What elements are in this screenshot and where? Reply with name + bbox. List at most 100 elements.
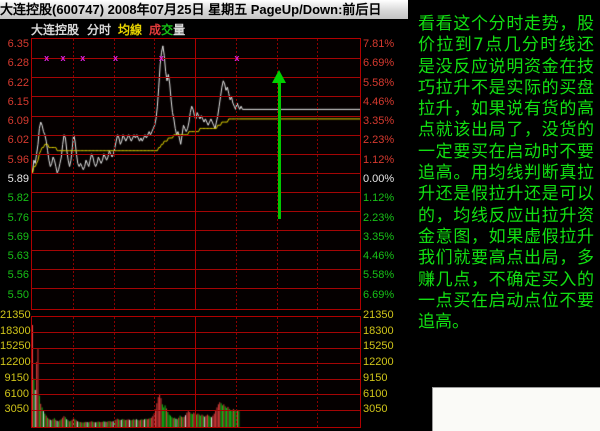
axis-label-left: 6.09 xyxy=(7,115,29,127)
grid-line-horizontal xyxy=(32,394,360,395)
grid-line-vertical xyxy=(195,317,196,427)
axis-label-right: 1.12% xyxy=(363,154,395,166)
axis-label-left: 6100 xyxy=(4,388,29,400)
axis-label-right: 12200 xyxy=(363,356,394,368)
axis-label-right: 1.12% xyxy=(363,192,395,204)
commentary-text: 看看这个分时走势，股价拉到7点几分时线还是没反应说明资金在技巧拉升不是实际的买盘… xyxy=(418,14,594,333)
price-chart-panel[interactable] xyxy=(31,38,361,310)
legend-stock-name: 大连控股 xyxy=(31,23,80,37)
grid-line-horizontal xyxy=(32,379,360,380)
grid-line-vertical xyxy=(236,39,237,309)
axis-label-left: 5.50 xyxy=(7,289,29,301)
axis-label-left: 15250 xyxy=(0,340,31,352)
grid-line-horizontal xyxy=(32,116,360,117)
axis-label-left: 5.89 xyxy=(7,173,29,185)
axis-label-right: 18300 xyxy=(363,325,394,337)
grid-line-vertical xyxy=(317,39,318,309)
grid-line-horizontal xyxy=(32,250,360,251)
grid-line-vertical xyxy=(73,317,74,427)
legend-volume-2[interactable]: 交 xyxy=(161,23,174,37)
axis-label-left: 9150 xyxy=(4,372,29,384)
grid-line-horizontal xyxy=(32,269,360,270)
axis-label-right: 4.46% xyxy=(363,96,395,108)
magenta-x-marker: x xyxy=(80,53,86,64)
axis-label-left: 5.56 xyxy=(7,269,29,281)
grid-line-vertical xyxy=(236,317,237,427)
axis-label-right: 5.58% xyxy=(363,77,395,89)
axis-label-right: 15250 xyxy=(363,340,394,352)
grid-line-vertical xyxy=(114,317,115,427)
magenta-x-marker: x xyxy=(113,53,119,64)
axis-label-right: 6.69% xyxy=(363,289,395,301)
grid-line-vertical xyxy=(277,317,278,427)
grid-line-horizontal xyxy=(32,332,360,333)
window-title: 大连控股(600747) 2008年07月25日 星期五 PageUp/Down… xyxy=(0,2,382,17)
volume-bar-canvas xyxy=(32,317,360,427)
grid-line-vertical xyxy=(317,317,318,427)
commentary-panel: 看看这个分时走势，股价拉到7点几分时线还是没反应说明资金在技巧拉升不是实际的买盘… xyxy=(408,0,600,430)
axis-label-right: 4.46% xyxy=(363,250,395,262)
grid-line-vertical xyxy=(154,317,155,427)
price-line-canvas xyxy=(32,39,360,309)
axis-label-left: 6.15 xyxy=(7,96,29,108)
chart-area: 大连控股 分时 均線 成交量 6.35 7.81% 6.28 6.69% 6.22 5.58% 6… xyxy=(0,19,408,430)
axis-label-left: 6.22 xyxy=(7,77,29,89)
axis-label-right: 3050 xyxy=(363,403,388,415)
axis-label-right: 21350 xyxy=(363,309,394,321)
up-arrow-stem xyxy=(277,82,281,219)
grid-line-vertical xyxy=(73,39,74,309)
axis-label-right: 5.58% xyxy=(363,269,395,281)
grid-line-horizontal xyxy=(32,77,360,78)
legend-mode[interactable]: 分时 xyxy=(87,23,112,37)
magenta-x-marker: x xyxy=(44,53,50,64)
axis-label-left: 5.82 xyxy=(7,192,29,204)
axis-label-right: 2.23% xyxy=(363,212,395,224)
magenta-x-marker: x xyxy=(234,53,240,64)
axis-label-left: 5.96 xyxy=(7,154,29,166)
grid-line-horizontal xyxy=(32,173,360,174)
grid-line-horizontal xyxy=(32,96,360,97)
axis-label-left: 6.28 xyxy=(7,57,29,69)
grid-line-horizontal xyxy=(32,348,360,349)
up-arrow-head xyxy=(271,70,286,84)
axis-label-left: 21350 xyxy=(0,309,31,321)
axis-label-left: 12200 xyxy=(0,356,31,368)
grid-line-vertical xyxy=(195,39,196,309)
axis-label-left: 18300 xyxy=(0,325,31,337)
grid-line-horizontal xyxy=(32,58,360,59)
legend-ma[interactable]: 均線 xyxy=(118,23,143,37)
grid-line-vertical xyxy=(277,39,278,309)
axis-label-right: 6100 xyxy=(363,388,388,400)
grid-line-horizontal xyxy=(32,288,360,289)
blank-input-box[interactable] xyxy=(432,387,600,431)
axis-label-left: 6.02 xyxy=(7,134,29,146)
volume-chart-panel[interactable] xyxy=(31,316,361,428)
grid-line-horizontal xyxy=(32,135,360,136)
chart-legend-bar: 大连控股 分时 均線 成交量 xyxy=(0,21,408,37)
axis-label-left: 5.69 xyxy=(7,231,29,243)
magenta-x-marker: x xyxy=(60,53,66,64)
grid-line-horizontal xyxy=(32,410,360,411)
axis-label-right: 9150 xyxy=(363,372,388,384)
grid-line-horizontal xyxy=(32,363,360,364)
axis-label-left: 3050 xyxy=(4,403,29,415)
grid-line-vertical xyxy=(154,39,155,309)
axis-label-left: 6.35 xyxy=(7,38,29,50)
axis-label-left: 5.63 xyxy=(7,250,29,262)
grid-line-horizontal xyxy=(32,230,360,231)
axis-label-right: 0.00% xyxy=(363,173,395,185)
axis-label-right: 6.69% xyxy=(363,57,395,69)
axis-label-right: 3.35% xyxy=(363,115,395,127)
axis-label-right: 3.35% xyxy=(363,231,395,243)
axis-label-right: 2.23% xyxy=(363,134,395,146)
legend-volume-3[interactable]: 量 xyxy=(173,23,186,37)
window-title-bar: 大连控股(600747) 2008年07月25日 星期五 PageUp/Down… xyxy=(0,0,408,20)
grid-line-horizontal xyxy=(32,192,360,193)
legend-volume-1[interactable]: 成 xyxy=(149,23,162,37)
axis-label-right: 7.81% xyxy=(363,38,395,50)
grid-line-horizontal xyxy=(32,211,360,212)
grid-line-horizontal xyxy=(32,154,360,155)
magenta-x-marker: x xyxy=(158,53,164,64)
grid-line-vertical xyxy=(114,39,115,309)
